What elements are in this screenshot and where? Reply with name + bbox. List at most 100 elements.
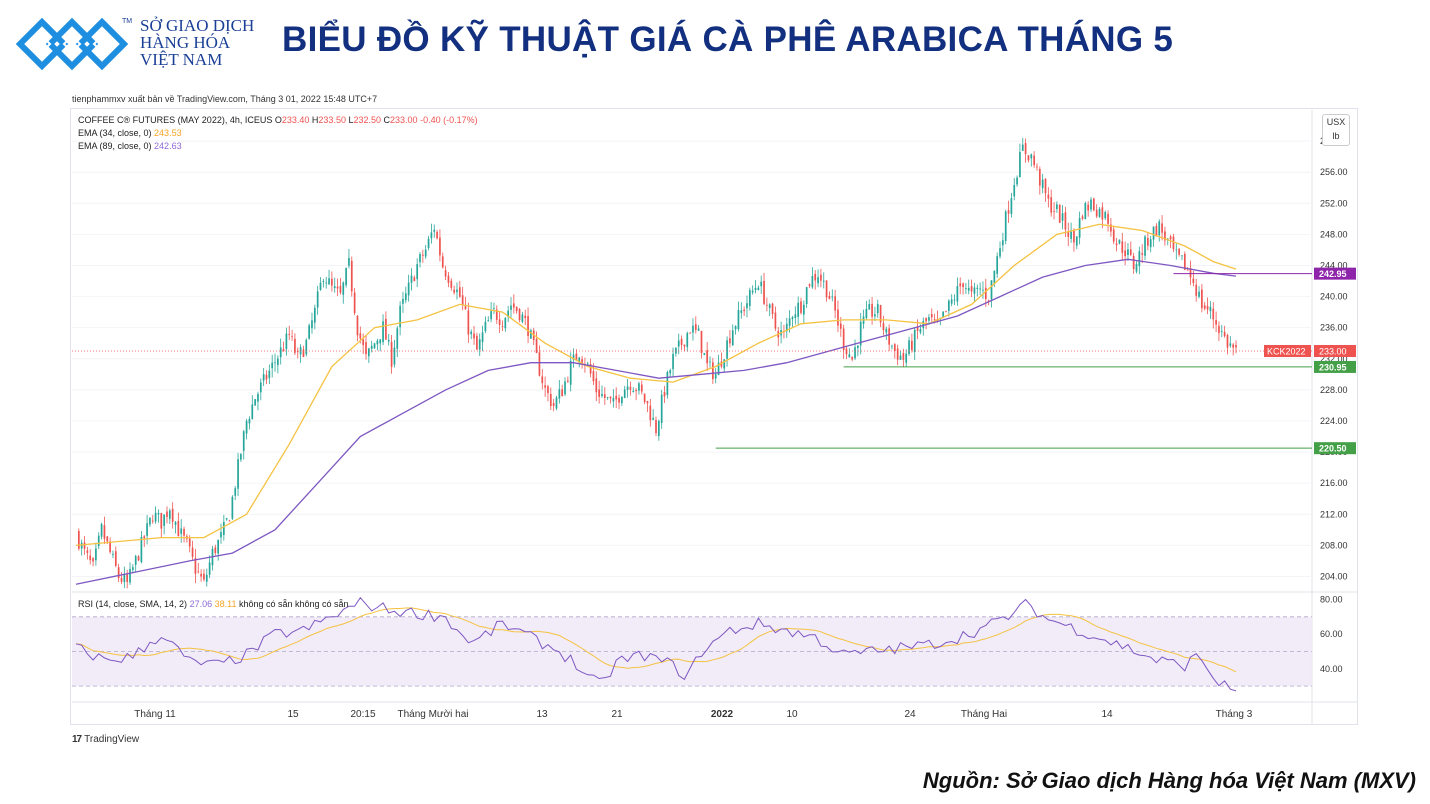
candle-body — [470, 331, 473, 335]
candle-body — [493, 307, 495, 309]
candle-body — [183, 528, 185, 536]
unit-selector[interactable]: USX lb — [1322, 114, 1350, 146]
legend-low: 232.50 — [353, 115, 382, 125]
candle-body — [942, 311, 945, 318]
candle-body — [168, 510, 171, 519]
candle-body — [1189, 268, 1192, 278]
candle-body — [447, 275, 450, 283]
candle-body — [1212, 308, 1215, 320]
candle-body — [370, 345, 373, 349]
candle-body — [945, 310, 947, 312]
candle-body — [1041, 179, 1044, 189]
candle-body — [569, 360, 572, 385]
candle-body — [558, 389, 561, 399]
source-note: Nguồn: Sở Giao dịch Hàng hóa Việt Nam (M… — [922, 768, 1416, 793]
candle-body — [680, 338, 683, 345]
candle-body — [382, 321, 384, 343]
candle-body — [117, 567, 120, 579]
candle-body — [1220, 330, 1223, 332]
candle-body — [1195, 284, 1198, 296]
candle-body — [1169, 236, 1172, 240]
candle-body — [95, 548, 97, 561]
candle-body — [166, 511, 168, 518]
candle-body — [618, 397, 620, 403]
candle-body — [552, 403, 555, 407]
candle-body — [524, 315, 527, 319]
candle-body — [180, 528, 183, 534]
candle-body — [262, 374, 265, 381]
candle-body — [629, 386, 632, 390]
candle-body — [837, 309, 839, 326]
candle-body — [1104, 212, 1107, 219]
candle-body — [205, 574, 208, 582]
candle-body — [930, 314, 933, 318]
candle-body — [757, 287, 760, 291]
candle-body — [512, 303, 515, 308]
candle-body — [1115, 243, 1118, 246]
brand-line-3: VIỆT NAM — [140, 50, 223, 69]
candle-body — [1010, 198, 1013, 214]
level-label: 242.95 — [1319, 269, 1347, 279]
candle-body — [689, 332, 691, 334]
candle-body — [902, 353, 905, 360]
candle-body — [487, 320, 490, 322]
candle-body — [660, 394, 663, 424]
candle-body — [814, 273, 817, 281]
candle-body — [1058, 204, 1061, 223]
candle-body — [729, 338, 731, 344]
candle-body — [143, 536, 146, 539]
candle-body — [612, 398, 615, 402]
candle-body — [419, 254, 421, 263]
page-title: BIỂU ĐỒ KỸ THUẬT GIÁ CÀ PHÊ ARABICA THÁN… — [282, 20, 1174, 59]
candle-body — [1090, 199, 1092, 210]
candle-body — [663, 392, 666, 397]
candle-body — [504, 317, 507, 329]
ema89-line — [75, 258, 1237, 585]
candle-body — [965, 288, 967, 289]
candle-body — [518, 309, 521, 321]
brand-name: SỞ GIAO DỊCH HÀNG HÓA VIỆT NAM — [140, 17, 254, 68]
candle-body — [194, 558, 197, 574]
candle-body — [436, 231, 438, 239]
candle-body — [149, 517, 151, 525]
legend-rsi-ma-value: 38.11 — [214, 599, 237, 609]
candle-body — [1226, 335, 1229, 348]
trademark: TM — [122, 18, 133, 25]
symbol-tag-label: KCK2022 — [1267, 347, 1306, 357]
legend-ema89: EMA (89, close, 0) 242.63 — [78, 141, 182, 151]
candle-body — [876, 303, 879, 314]
candle-body — [768, 304, 771, 309]
candle-body — [129, 568, 131, 583]
candle-body — [683, 344, 686, 347]
candle-body — [811, 276, 814, 288]
candle-body — [114, 551, 117, 566]
candle-body — [751, 290, 754, 293]
y-tick-label: 256.00 — [1320, 167, 1348, 177]
x-tick-label: 2022 — [711, 709, 734, 720]
legend-close: 233.00 — [390, 115, 418, 125]
candle-body — [714, 374, 717, 379]
candle-body — [1183, 253, 1186, 270]
candle-body — [893, 344, 896, 352]
candle-body — [842, 328, 845, 351]
candle-body — [1047, 194, 1050, 199]
candle-body — [399, 305, 401, 328]
candle-body — [999, 248, 1001, 257]
candle-body — [723, 359, 726, 369]
rsi-tick-label: 60.00 — [1320, 629, 1343, 639]
tradingview-logo-icon: 17 — [72, 734, 82, 745]
candle-body — [402, 298, 404, 304]
candle-body — [100, 524, 103, 537]
candle-body — [390, 342, 393, 367]
candle-body — [285, 333, 288, 349]
candle-body — [433, 229, 436, 232]
candle-body — [1158, 221, 1161, 236]
candle-body — [692, 325, 694, 333]
candle-body — [1019, 151, 1021, 178]
candle-body — [490, 311, 492, 320]
candle-body — [549, 394, 552, 407]
candle-body — [737, 310, 740, 330]
candle-body — [564, 381, 566, 395]
candle-body — [797, 302, 800, 317]
candle-body — [1073, 230, 1075, 243]
